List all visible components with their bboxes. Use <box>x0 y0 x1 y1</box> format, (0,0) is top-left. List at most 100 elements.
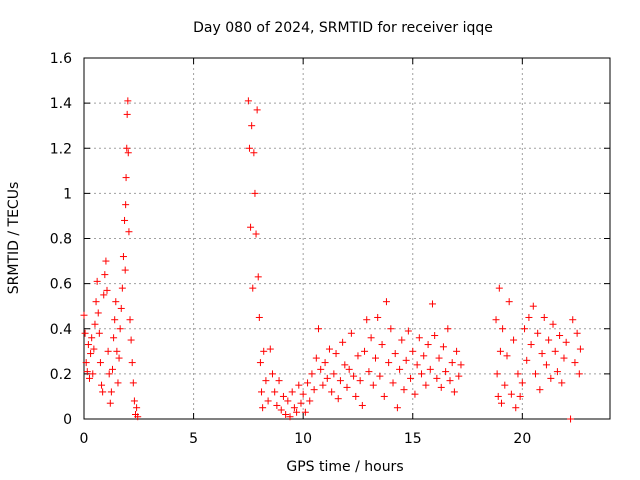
data-point <box>290 404 298 412</box>
data-point <box>92 298 100 306</box>
data-point <box>299 390 307 398</box>
data-point <box>282 410 290 418</box>
data-point <box>553 368 561 376</box>
data-point <box>507 390 515 398</box>
data-point <box>556 332 564 340</box>
data-point <box>98 381 106 389</box>
data-point <box>99 388 107 396</box>
data-point <box>273 401 281 409</box>
data-point <box>391 350 399 358</box>
data-point <box>104 347 112 355</box>
data-point <box>88 334 96 342</box>
data-point <box>317 365 325 373</box>
data-point <box>378 341 386 349</box>
data-point <box>107 388 115 396</box>
data-points <box>80 97 584 423</box>
y-tick-label: 0.4 <box>50 322 72 338</box>
data-point <box>91 320 99 328</box>
data-point <box>116 325 124 333</box>
data-point <box>118 284 126 292</box>
y-tick-label: 0.8 <box>50 232 72 248</box>
data-point <box>310 386 318 394</box>
data-point <box>347 329 355 337</box>
data-point <box>122 174 130 182</box>
data-point <box>576 345 584 353</box>
data-point <box>503 352 511 360</box>
data-point <box>255 313 263 321</box>
data-point <box>446 377 454 385</box>
data-point <box>319 381 327 389</box>
data-point <box>428 300 436 308</box>
data-point <box>444 325 452 333</box>
data-point <box>297 399 305 407</box>
data-point <box>96 359 104 367</box>
data-point <box>117 304 125 312</box>
data-point <box>321 359 329 367</box>
data-point <box>398 336 406 344</box>
data-point <box>115 354 123 362</box>
data-point <box>277 406 285 414</box>
data-point <box>540 313 548 321</box>
data-point <box>409 347 417 355</box>
data-point <box>334 395 342 403</box>
data-point <box>258 388 266 396</box>
x-tick-label: 0 <box>80 431 89 447</box>
data-point <box>256 359 264 367</box>
data-point <box>89 370 97 378</box>
data-point <box>448 359 456 367</box>
data-point <box>376 372 384 380</box>
x-axis-title: GPS time / hours <box>286 459 403 475</box>
data-point <box>260 347 268 355</box>
y-tick-label: 0 <box>63 412 72 428</box>
data-point <box>288 388 296 396</box>
data-point <box>262 377 270 385</box>
data-point <box>402 356 410 364</box>
data-point <box>558 379 566 387</box>
data-point <box>496 347 504 355</box>
x-tick-label: 20 <box>513 431 531 447</box>
data-point <box>380 392 388 400</box>
data-point <box>512 404 520 412</box>
data-point <box>499 325 507 333</box>
data-point <box>542 361 550 369</box>
data-point <box>400 386 408 394</box>
data-point <box>271 388 279 396</box>
data-point <box>521 325 529 333</box>
data-point <box>393 404 401 412</box>
data-point <box>295 381 303 389</box>
data-point <box>110 334 118 342</box>
data-point <box>358 401 366 409</box>
data-point <box>100 291 108 299</box>
data-point <box>106 399 114 407</box>
data-point <box>354 352 362 360</box>
y-tick-label: 1.6 <box>50 51 72 67</box>
data-point <box>94 309 102 317</box>
data-point <box>365 368 373 376</box>
data-point <box>301 408 309 416</box>
data-point <box>126 316 134 324</box>
data-point <box>253 106 261 114</box>
data-point <box>573 329 581 337</box>
data-point <box>385 359 393 367</box>
data-point <box>308 370 316 378</box>
data-point <box>437 383 445 391</box>
data-point <box>493 370 501 378</box>
data-point <box>330 370 338 378</box>
data-point <box>245 144 253 152</box>
data-point <box>536 386 544 394</box>
data-point <box>396 365 404 373</box>
data-point <box>259 404 267 412</box>
data-point <box>125 228 133 236</box>
data-point <box>426 365 434 373</box>
data-point <box>367 334 375 342</box>
data-point <box>356 377 364 385</box>
data-point <box>312 354 320 362</box>
data-point <box>124 97 132 105</box>
y-tick-label: 0.6 <box>50 277 72 293</box>
data-point <box>450 388 458 396</box>
data-point <box>345 365 353 373</box>
data-point <box>422 381 430 389</box>
data-point <box>514 370 522 378</box>
data-point <box>103 286 111 294</box>
